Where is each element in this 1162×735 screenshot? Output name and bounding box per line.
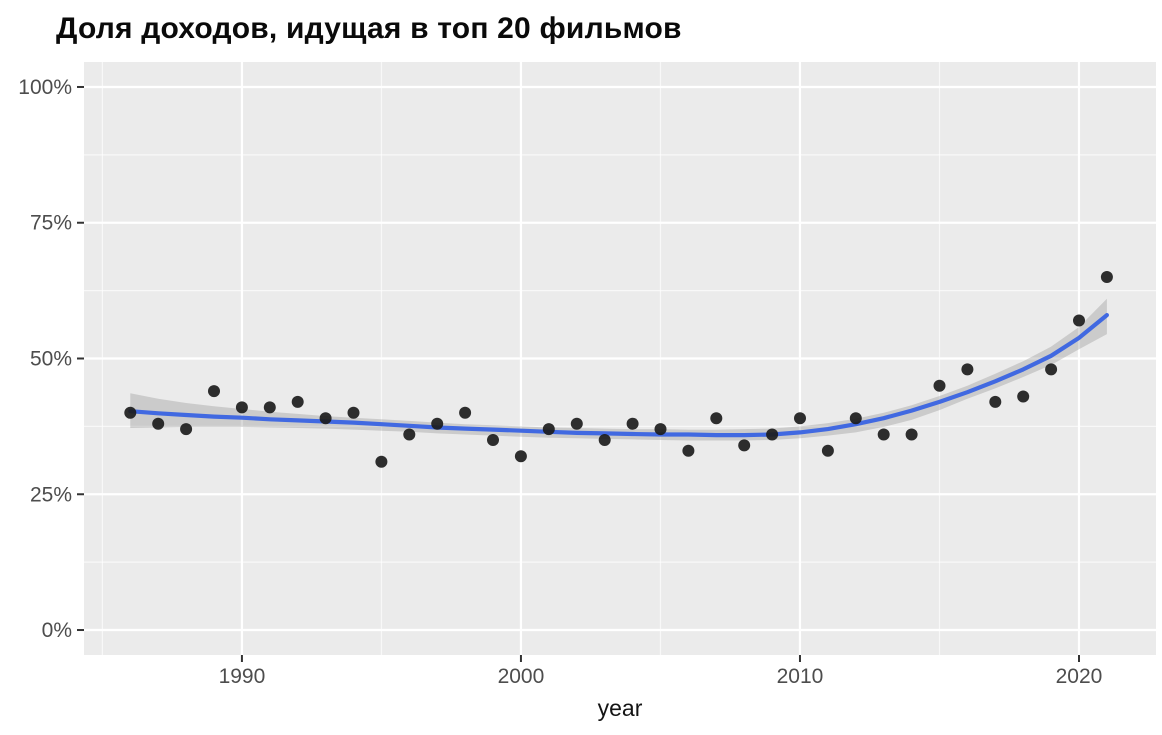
- data-point: [626, 417, 639, 430]
- data-point: [263, 401, 276, 414]
- data-point: [514, 450, 527, 463]
- data-point: [654, 423, 667, 436]
- data-point: [347, 406, 360, 419]
- data-point: [208, 385, 220, 398]
- y-tick-label: 25%: [30, 483, 72, 506]
- data-point: [849, 412, 862, 425]
- data-point: [1073, 314, 1085, 327]
- y-tick-label: 50%: [30, 348, 72, 371]
- data-point: [1017, 390, 1030, 403]
- data-point: [766, 428, 779, 441]
- y-tick-label: 0%: [42, 619, 72, 642]
- data-point: [375, 455, 388, 468]
- data-point: [1100, 271, 1113, 283]
- smooth-line: [128, 313, 1109, 438]
- confidence-band: [130, 298, 1107, 441]
- data-point: [1045, 363, 1058, 376]
- x-tick-label: 1990: [219, 665, 266, 688]
- y-tick-label: 75%: [30, 212, 72, 235]
- y-tick-label: 100%: [18, 76, 72, 99]
- data-point: [431, 417, 444, 430]
- x-tick-label: 2000: [498, 665, 545, 688]
- data-point: [877, 428, 890, 441]
- data-point: [124, 406, 137, 419]
- data-point: [291, 395, 304, 408]
- data-point: [710, 412, 723, 425]
- x-tick-label: 2010: [777, 665, 824, 688]
- data-point: [487, 434, 499, 446]
- x-tick-label: 2020: [1056, 665, 1103, 688]
- data-point: [682, 444, 695, 457]
- data-point: [319, 412, 332, 425]
- data-point: [542, 423, 555, 436]
- data-point: [738, 439, 751, 452]
- chart-title: Доля доходов, идущая в топ 20 фильмов: [56, 12, 682, 45]
- data-point: [989, 395, 1002, 408]
- data-point: [961, 363, 974, 376]
- data-point: [459, 406, 472, 419]
- x-axis-title: year: [597, 695, 643, 721]
- data-point: [180, 423, 193, 436]
- data-point: [403, 428, 416, 441]
- data-point: [235, 401, 248, 414]
- data-point: [598, 434, 611, 446]
- data-point: [570, 417, 583, 430]
- data-point: [794, 412, 806, 425]
- data-point: [905, 428, 918, 441]
- data-point: [933, 379, 946, 392]
- data-point: [821, 444, 834, 457]
- data-point: [152, 417, 165, 430]
